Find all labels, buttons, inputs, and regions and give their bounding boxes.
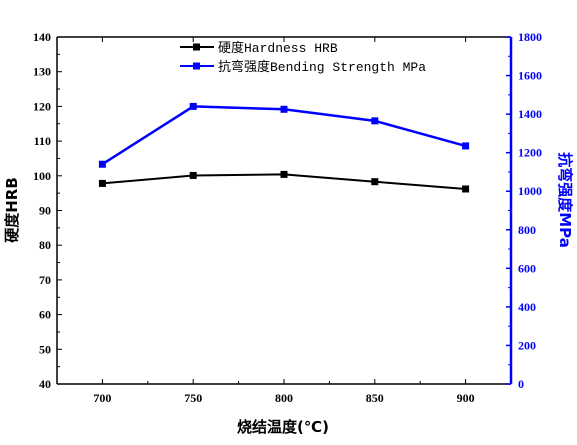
data-point-series-0	[280, 170, 288, 178]
right-y-tick-label: 0	[518, 377, 524, 391]
left-axis-title: 硬度HRB	[3, 177, 21, 243]
x-tick-label: 800	[275, 391, 293, 405]
series-line-1	[101, 105, 466, 166]
right-y-tick-label: 800	[518, 223, 536, 237]
left-y-tick-label: 90	[39, 204, 51, 218]
right-y-tick-label: 1600	[518, 69, 542, 83]
right-y-tick-label: 200	[518, 338, 536, 352]
data-point-series-1	[280, 105, 288, 113]
x-tick-label: 700	[93, 391, 111, 405]
x-tick-label: 900	[457, 391, 475, 405]
right-axis-title: 抗弯强度MPa	[556, 152, 574, 248]
series-layer	[98, 102, 470, 193]
data-point-series-0	[371, 178, 379, 186]
left-y-tick-label: 80	[39, 238, 51, 252]
x-axis-title: 烧结温度(℃)	[237, 418, 329, 436]
data-point-series-1	[462, 142, 470, 150]
left-y-tick-label: 60	[39, 308, 51, 322]
legend: 硬度Hardness HRB 抗弯强度Bending Strength MPa	[180, 40, 426, 75]
left-y-tick-label: 140	[33, 30, 51, 44]
legend-label-bending-strength: 抗弯强度Bending Strength MPa	[218, 59, 426, 75]
left-y-tick-label: 120	[33, 99, 51, 113]
left-y-tick-label: 50	[39, 342, 51, 356]
left-y-tick-label: 40	[39, 377, 51, 391]
x-tick-label: 750	[184, 391, 202, 405]
right-y-tick-label: 1200	[518, 146, 542, 160]
data-point-series-0	[462, 185, 470, 193]
data-point-series-1	[98, 160, 106, 168]
left-y-tick-label: 100	[33, 169, 51, 183]
legend-marker-hardness	[193, 43, 200, 51]
legend-label-hardness: 硬度Hardness HRB	[218, 40, 338, 56]
legend-marker-bending-strength	[193, 62, 200, 70]
right-y-tick-label: 400	[518, 300, 536, 314]
right-y-tick-label: 1000	[518, 184, 542, 198]
plot-frame	[56, 36, 513, 385]
left-y-tick-label: 130	[33, 65, 51, 79]
data-point-series-1	[371, 117, 379, 125]
left-y-tick-label: 110	[34, 134, 51, 148]
axis-ticks: 700 750 800 850 900 40 50 60 70 80 90 100 110 120 130 1…	[33, 30, 542, 405]
right-y-tick-label: 600	[518, 261, 536, 275]
right-y-tick-label: 1800	[518, 30, 542, 44]
data-point-series-0	[98, 179, 106, 187]
data-point-series-1	[189, 102, 197, 110]
left-y-tick-label: 70	[39, 273, 51, 287]
right-y-tick-label: 1400	[518, 107, 542, 121]
data-point-series-0	[189, 171, 197, 179]
x-tick-label: 850	[366, 391, 384, 405]
